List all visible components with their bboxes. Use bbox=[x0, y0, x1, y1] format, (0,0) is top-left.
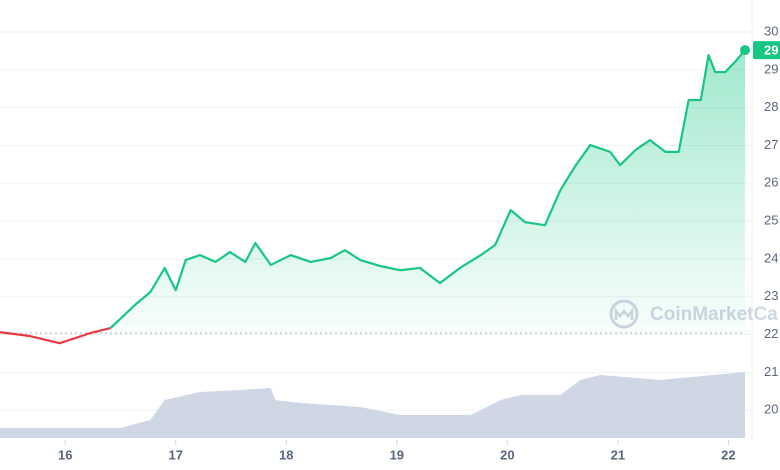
last-point bbox=[740, 45, 750, 56]
area-fill bbox=[110, 50, 746, 333]
price-line bbox=[0, 327, 111, 345]
y-tick-label: 30 bbox=[764, 23, 778, 38]
y-tick-label: 22 bbox=[764, 326, 778, 341]
x-tick-label: 22 bbox=[721, 447, 735, 462]
y-tick-label: 24 bbox=[764, 250, 778, 265]
y-tick-label: 23 bbox=[764, 288, 778, 303]
x-tick-label: 19 bbox=[390, 447, 404, 462]
x-tick-label: 16 bbox=[58, 447, 72, 462]
y-tick-label: 25 bbox=[764, 213, 778, 228]
y-tick-label: 26 bbox=[764, 175, 778, 190]
y-tick-label: 27 bbox=[764, 137, 778, 152]
volume-area bbox=[0, 372, 745, 438]
price-line bbox=[109, 49, 746, 329]
x-tick-label: 20 bbox=[500, 447, 514, 462]
x-tick-label: 21 bbox=[611, 447, 625, 462]
y-tick-label: 21 bbox=[764, 364, 778, 379]
x-tick-label: 17 bbox=[169, 447, 183, 462]
y-tick-label: 20 bbox=[764, 402, 778, 417]
price-badge-label: 29 bbox=[764, 43, 778, 58]
price-badge bbox=[753, 41, 780, 60]
x-tick-label: 18 bbox=[279, 447, 293, 462]
y-tick-label: 29 bbox=[764, 61, 778, 76]
y-tick-label: 28 bbox=[764, 99, 778, 114]
